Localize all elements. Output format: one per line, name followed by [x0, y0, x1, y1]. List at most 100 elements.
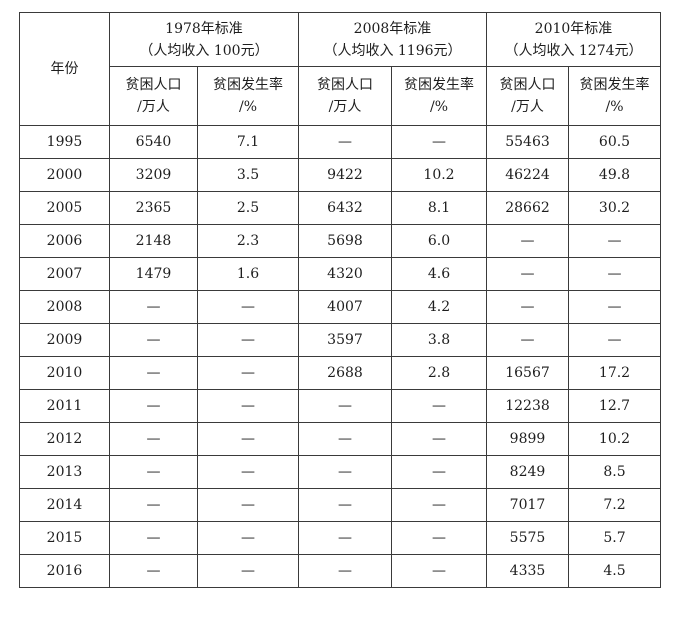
- rate-2008-cell: —: [391, 389, 487, 423]
- header-unit: /%: [605, 99, 624, 115]
- group-title: 2008年标准: [353, 20, 432, 37]
- population-2010-cell: 8249: [486, 455, 569, 489]
- rate-header-2008: 贫困发生率 /%: [391, 66, 487, 126]
- rate-2010-cell: 30.2: [568, 191, 661, 225]
- rate-1978-cell: —: [197, 389, 299, 423]
- population-2010-cell: 16567: [486, 356, 569, 390]
- population-2008-cell: 5698: [298, 224, 392, 258]
- rate-2008-cell: —: [391, 455, 487, 489]
- rate-2010-cell: 10.2: [568, 422, 661, 456]
- rate-2010-cell: 4.5: [568, 554, 661, 588]
- population-1978-cell: —: [109, 323, 198, 357]
- rate-1978-cell: 2.3: [197, 224, 299, 258]
- rate-1978-cell: —: [197, 422, 299, 456]
- rate-2010-cell: 60.5: [568, 125, 661, 159]
- year-cell: 2009: [19, 323, 110, 357]
- rate-2010-cell: —: [568, 257, 661, 291]
- table-row: 2005 2365 2.5 6432 8.1 28662 30.2: [19, 191, 661, 225]
- rate-2010-cell: —: [568, 323, 661, 357]
- rate-2010-cell: 17.2: [568, 356, 661, 390]
- population-2010-cell: 9899: [486, 422, 569, 456]
- year-cell: 2008: [19, 290, 110, 324]
- population-2008-cell: —: [298, 455, 392, 489]
- rate-2008-cell: 4.2: [391, 290, 487, 324]
- table-row: 2007 1479 1.6 4320 4.6— —: [19, 257, 661, 291]
- rate-2008-cell: —: [391, 554, 487, 588]
- population-1978-cell: 3209: [109, 158, 198, 192]
- population-header-1978: 贫困人口 /万人: [109, 66, 198, 126]
- table-header: 年份 1978年标准 （人均收入 100元） 2008年标准 （人均收入 119…: [19, 12, 661, 126]
- population-2010-cell: —: [486, 323, 569, 357]
- rate-2010-cell: —: [568, 290, 661, 324]
- rate-2010-cell: —: [568, 224, 661, 258]
- year-cell: 2010: [19, 356, 110, 390]
- header-unit: /%: [238, 99, 258, 115]
- group-subtitle: （人均收入 1274元）: [504, 42, 643, 59]
- header-line: 贫困人口: [317, 77, 373, 93]
- population-2010-cell: —: [486, 257, 569, 291]
- group-header-2008: 2008年标准 （人均收入 1196元）: [298, 12, 487, 67]
- population-2008-cell: 4320: [298, 257, 392, 291]
- population-2010-cell: 46224: [486, 158, 569, 192]
- population-2008-cell: —: [298, 554, 392, 588]
- rate-2010-cell: 8.5: [568, 455, 661, 489]
- group-subtitle: （人均收入 1196元）: [323, 42, 462, 59]
- population-2010-cell: —: [486, 224, 569, 258]
- table-row: 2013— — — —8249 8.5: [19, 455, 661, 489]
- population-2008-cell: —: [298, 488, 392, 522]
- population-2010-cell: 12238: [486, 389, 569, 423]
- population-header-2008: 贫困人口 /万人: [298, 66, 392, 126]
- header-line: 贫困人口: [125, 77, 182, 93]
- population-2008-cell: 4007: [298, 290, 392, 324]
- rate-2008-cell: 4.6: [391, 257, 487, 291]
- table-row: 2015— — — —5575 5.7: [19, 521, 661, 555]
- header-row-groups: 年份 1978年标准 （人均收入 100元） 2008年标准 （人均收入 119…: [19, 12, 661, 126]
- group-title: 1978年标准: [165, 20, 243, 37]
- year-cell: 2007: [19, 257, 110, 291]
- rate-1978-cell: —: [197, 521, 299, 555]
- population-1978-cell: —: [109, 488, 198, 522]
- year-cell: 2016: [19, 554, 110, 588]
- rate-2010-cell: 12.7: [568, 389, 661, 423]
- table-row: 2010— —2688 2.8 16567 17.2: [19, 356, 661, 390]
- table-row: 2008— —4007 4.2— —: [19, 290, 661, 324]
- rate-2010-cell: 7.2: [568, 488, 661, 522]
- rate-1978-cell: —: [197, 323, 299, 357]
- table-row: 2000 3209 3.5 9422 10.2 46224 49.8: [19, 158, 661, 192]
- rate-header-2010: 贫困发生率 /%: [568, 66, 661, 126]
- rate-1978-cell: —: [197, 554, 299, 588]
- rate-1978-cell: —: [197, 455, 299, 489]
- rate-2010-cell: 5.7: [568, 521, 661, 555]
- year-column-header: 年份: [19, 12, 110, 126]
- population-1978-cell: 2148: [109, 224, 198, 258]
- rate-header-1978: 贫困发生率 /%: [197, 66, 299, 126]
- rate-2008-cell: 2.8: [391, 356, 487, 390]
- population-2008-cell: —: [298, 125, 392, 159]
- population-header-2010: 贫困人口 /万人: [486, 66, 569, 126]
- population-1978-cell: —: [109, 521, 198, 555]
- table-row: 2009— —3597 3.8— —: [19, 323, 661, 357]
- year-cell: 2011: [19, 389, 110, 423]
- group-subtitle: （人均收入 100元）: [139, 42, 269, 59]
- header-line: 贫困发生率: [404, 77, 474, 93]
- poverty-table: 年份 1978年标准 （人均收入 100元） 2008年标准 （人均收入 119…: [19, 12, 661, 588]
- rate-1978-cell: 1.6: [197, 257, 299, 291]
- header-unit: /万人: [511, 99, 544, 115]
- rate-1978-cell: —: [197, 356, 299, 390]
- rate-2008-cell: —: [391, 422, 487, 456]
- population-1978-cell: —: [109, 422, 198, 456]
- header-unit: /万人: [328, 99, 362, 115]
- population-2010-cell: —: [486, 290, 569, 324]
- population-2008-cell: 2688: [298, 356, 392, 390]
- rate-2008-cell: —: [391, 521, 487, 555]
- table-row: 2014— — — —7017 7.2: [19, 488, 661, 522]
- table-row: 2006 2148 2.3 5698 6.0— —: [19, 224, 661, 258]
- table-container: 年份 1978年标准 （人均收入 100元） 2008年标准 （人均收入 119…: [19, 12, 661, 588]
- header-line: 贫困发生率: [213, 77, 283, 93]
- group-header-1978: 1978年标准 （人均收入 100元）: [109, 12, 299, 67]
- table-row: 2011— — — —12238 12.7: [19, 389, 661, 423]
- header-unit: /%: [429, 99, 449, 115]
- population-1978-cell: —: [109, 554, 198, 588]
- rate-2008-cell: 6.0: [391, 224, 487, 258]
- year-cell: 2000: [19, 158, 110, 192]
